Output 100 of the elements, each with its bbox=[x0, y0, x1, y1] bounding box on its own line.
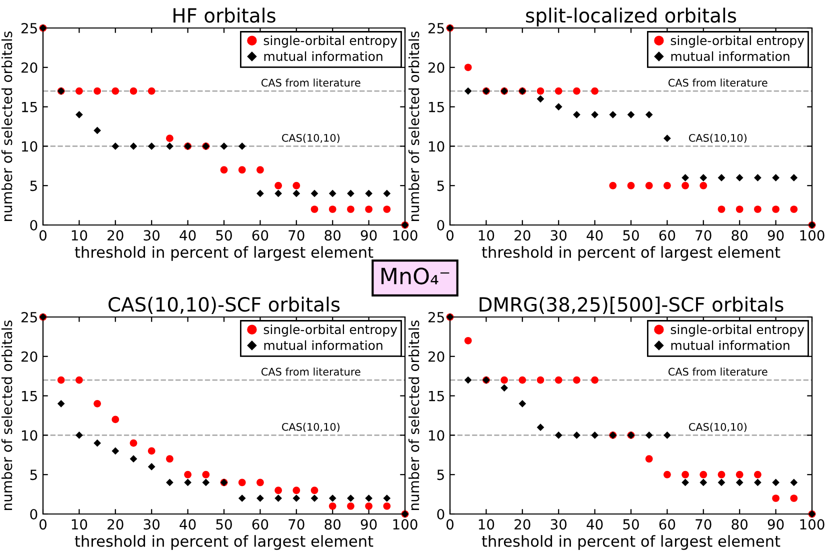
x-tick-label: 60 bbox=[252, 230, 268, 241]
point bbox=[664, 182, 671, 190]
point bbox=[292, 182, 300, 190]
point bbox=[365, 190, 372, 198]
ref-line-label: CAS from literature bbox=[261, 368, 360, 376]
point bbox=[536, 424, 544, 431]
x-tick-label: 20 bbox=[108, 230, 124, 241]
point bbox=[292, 494, 300, 502]
point bbox=[166, 142, 174, 150]
y-tick-label: 15 bbox=[428, 102, 444, 112]
point bbox=[772, 174, 780, 182]
point bbox=[292, 190, 300, 198]
point bbox=[645, 455, 653, 463]
point bbox=[718, 206, 726, 213]
y-tick-label: 0 bbox=[30, 220, 38, 230]
point bbox=[328, 190, 336, 198]
y-tick-label: 25 bbox=[428, 22, 444, 34]
point bbox=[790, 478, 798, 486]
point bbox=[238, 494, 246, 502]
point bbox=[202, 478, 210, 486]
x-tick-label: 90 bbox=[360, 519, 377, 530]
point bbox=[256, 478, 264, 486]
point bbox=[347, 502, 354, 510]
point bbox=[383, 190, 391, 198]
y-tick-label: 10 bbox=[428, 430, 444, 441]
x-tick-label: 40 bbox=[180, 519, 196, 530]
y-axis-title: number of selected orbitals bbox=[1, 320, 12, 510]
x-tick-label: 40 bbox=[586, 230, 603, 241]
point bbox=[184, 470, 192, 478]
y-tick-label: 5 bbox=[437, 180, 444, 192]
x-axis-title: threshold in percent of largest element bbox=[482, 535, 780, 550]
x-tick-label: 100 bbox=[800, 230, 824, 241]
x-tick-label: 60 bbox=[252, 519, 268, 530]
point bbox=[274, 190, 282, 198]
legend-label: mutual information bbox=[264, 340, 382, 350]
point bbox=[238, 166, 246, 174]
point bbox=[736, 470, 744, 478]
point bbox=[627, 111, 635, 118]
point bbox=[94, 400, 101, 408]
x-tick-label: 50 bbox=[623, 519, 639, 530]
y-tick-label: 25 bbox=[428, 312, 444, 322]
point bbox=[328, 206, 336, 213]
point bbox=[664, 470, 671, 478]
x-tick-label: 20 bbox=[514, 519, 530, 530]
point bbox=[627, 182, 635, 190]
point bbox=[328, 502, 336, 510]
point bbox=[609, 111, 617, 118]
point bbox=[772, 494, 780, 502]
point bbox=[700, 478, 708, 486]
y-tick-label: 20 bbox=[428, 351, 444, 362]
point bbox=[365, 494, 372, 502]
point bbox=[554, 103, 562, 110]
ref-line-label: CAS from literature bbox=[668, 368, 768, 376]
point bbox=[500, 376, 508, 384]
x-tick-label: 50 bbox=[216, 230, 232, 241]
point bbox=[536, 95, 544, 103]
x-tick-label: 0 bbox=[446, 519, 454, 530]
point bbox=[536, 87, 544, 95]
point bbox=[790, 206, 798, 213]
x-axis-title: threshold in percent of largest element bbox=[74, 246, 374, 261]
point bbox=[518, 376, 526, 384]
point bbox=[664, 134, 671, 142]
y-tick-label: 20 bbox=[21, 62, 38, 73]
point bbox=[383, 206, 391, 213]
x-tick-label: 40 bbox=[180, 230, 196, 241]
point bbox=[166, 455, 174, 463]
point bbox=[310, 206, 318, 213]
point bbox=[772, 478, 780, 486]
x-tick-label: 90 bbox=[768, 230, 784, 241]
point bbox=[184, 478, 192, 486]
point bbox=[609, 182, 617, 190]
x-tick-label: 10 bbox=[478, 519, 494, 530]
point bbox=[310, 494, 318, 502]
point bbox=[112, 142, 120, 150]
point bbox=[94, 439, 101, 447]
point bbox=[700, 182, 708, 190]
point bbox=[166, 134, 174, 142]
point bbox=[94, 87, 101, 95]
y-tick-label: 25 bbox=[21, 22, 37, 34]
x-tick-label: 30 bbox=[144, 230, 160, 241]
x-axis-title: threshold in percent of largest element bbox=[74, 535, 374, 550]
y-axis-title: number of selected orbitals bbox=[408, 320, 420, 510]
point bbox=[682, 478, 689, 486]
x-tick-label: 50 bbox=[216, 519, 232, 530]
point bbox=[112, 416, 120, 424]
point bbox=[573, 432, 580, 439]
chart-title: CAS(10,10)-SCF orbitals bbox=[108, 296, 340, 314]
y-tick-label: 10 bbox=[428, 141, 444, 152]
point bbox=[76, 432, 83, 439]
point bbox=[518, 400, 526, 408]
point bbox=[310, 190, 318, 198]
x-tick-label: 70 bbox=[288, 519, 304, 530]
x-tick-label: 30 bbox=[550, 519, 567, 530]
point bbox=[347, 206, 354, 213]
x-tick-label: 0 bbox=[39, 230, 46, 241]
point bbox=[256, 494, 264, 502]
ref-line-label: CAS(10,10) bbox=[282, 422, 340, 432]
point bbox=[718, 470, 726, 478]
point bbox=[94, 126, 101, 134]
point bbox=[130, 87, 138, 95]
